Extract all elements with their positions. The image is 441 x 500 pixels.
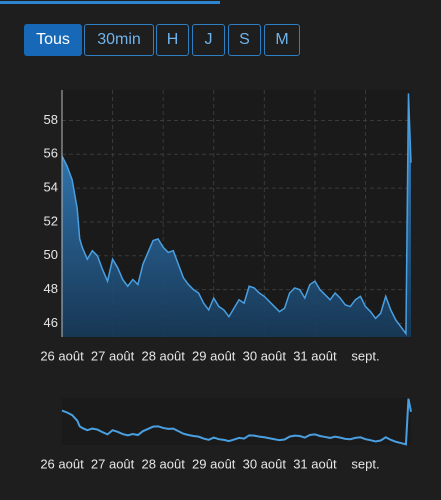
x-tick-label: 26 août — [40, 348, 84, 363]
y-tick-label: 54 — [44, 180, 58, 195]
y-tick-label: 58 — [44, 112, 58, 127]
x-tick-label: 26 août — [40, 456, 84, 471]
range-button[interactable]: Tous — [24, 24, 82, 56]
x-tick-label: 30 août — [243, 456, 287, 471]
x-tick-label: 27 août — [91, 456, 135, 471]
x-tick-label: 28 août — [141, 348, 185, 363]
x-tick-label: sept. — [351, 456, 379, 471]
x-tick-label: 29 août — [192, 348, 236, 363]
range-button[interactable]: J — [192, 24, 225, 56]
range-button[interactable]: S — [228, 24, 261, 56]
y-tick-label: 52 — [44, 213, 58, 228]
x-tick-label: sept. — [351, 348, 379, 363]
range-button[interactable]: M — [264, 24, 300, 56]
progress-bar — [0, 1, 220, 4]
x-tick-label: 28 août — [141, 456, 185, 471]
x-tick-label: 27 août — [91, 348, 135, 363]
line — [61, 398, 412, 446]
y-tick-label: 50 — [44, 247, 58, 262]
x-tick-label: 31 août — [293, 348, 337, 363]
x-tick-label: 29 août — [192, 456, 236, 471]
line — [61, 93, 412, 336]
x-tick-label: 31 août — [293, 456, 337, 471]
range-button[interactable]: H — [156, 24, 189, 56]
area — [62, 93, 411, 337]
range-button[interactable]: 30min — [84, 24, 154, 56]
y-tick-label: 56 — [44, 146, 58, 161]
y-tick-label: 48 — [44, 281, 58, 296]
x-tick-label: 30 août — [243, 348, 287, 363]
plot-background — [62, 398, 411, 445]
y-tick-label: 46 — [44, 315, 58, 330]
